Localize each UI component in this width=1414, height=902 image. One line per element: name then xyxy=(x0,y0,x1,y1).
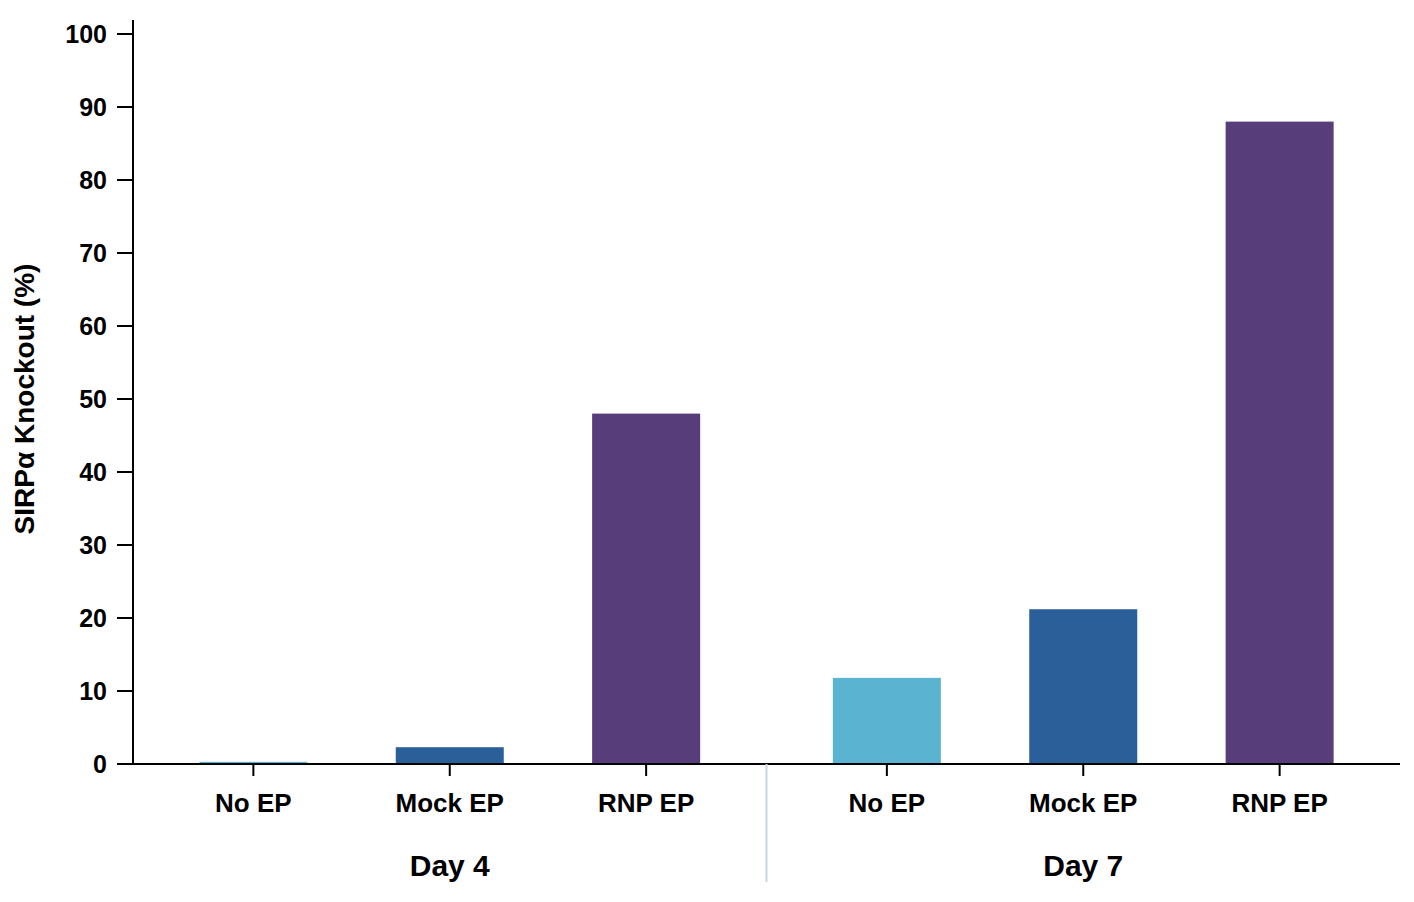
y-axis-label: SIRPα Knockout (%) xyxy=(9,264,40,535)
y-tick-label: 20 xyxy=(79,604,107,632)
group-label: Day 7 xyxy=(1043,849,1123,882)
y-tick-label: 80 xyxy=(79,166,107,194)
x-tick xyxy=(1082,764,1084,776)
bar xyxy=(592,414,700,764)
y-tick xyxy=(117,252,133,254)
y-tick xyxy=(117,33,133,35)
y-tick-label: 100 xyxy=(65,20,107,48)
x-tick-label: RNP EP xyxy=(1231,788,1327,818)
bars xyxy=(199,122,1333,764)
bar xyxy=(833,678,941,764)
x-tick xyxy=(1279,764,1281,776)
y-tick xyxy=(117,617,133,619)
bar xyxy=(1226,122,1334,764)
y-tick-label: 70 xyxy=(79,239,107,267)
y-tick xyxy=(117,398,133,400)
y-tick xyxy=(117,544,133,546)
x-tick xyxy=(886,764,888,776)
bar xyxy=(396,747,504,764)
y-tick xyxy=(117,106,133,108)
y-tick xyxy=(117,325,133,327)
y-tick-label: 60 xyxy=(79,312,107,340)
group-separator xyxy=(766,764,768,882)
group-label: Day 4 xyxy=(410,849,490,882)
y-tick-label: 50 xyxy=(79,385,107,413)
y-axis xyxy=(132,20,134,764)
y-tick-label: 30 xyxy=(79,531,107,559)
y-tick xyxy=(117,179,133,181)
x-tick-label: Mock EP xyxy=(396,788,504,818)
x-tick-label: No EP xyxy=(849,788,926,818)
x-tick xyxy=(252,764,254,776)
x-tick-label: Mock EP xyxy=(1029,788,1137,818)
x-tick xyxy=(645,764,647,776)
y-tick-label: 90 xyxy=(79,93,107,121)
y-tick-label: 10 xyxy=(79,677,107,705)
y-tick-label: 0 xyxy=(93,750,107,778)
y-tick-label: 40 xyxy=(79,458,107,486)
x-tick xyxy=(449,764,451,776)
bar xyxy=(1029,609,1137,764)
y-tick xyxy=(117,471,133,473)
x-tick-label: No EP xyxy=(215,788,292,818)
x-tick-label: RNP EP xyxy=(598,788,694,818)
y-tick xyxy=(117,690,133,692)
chart: 0 10 20 30 40 50 60 70 80 90 100 No EP Mock EP RNP EP… xyxy=(0,0,1414,902)
y-tick xyxy=(117,763,133,765)
